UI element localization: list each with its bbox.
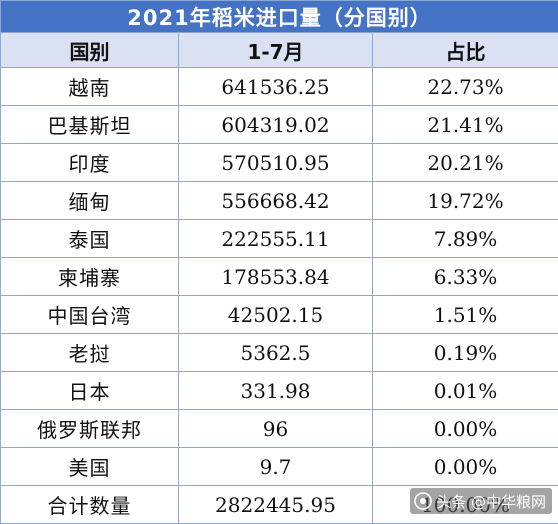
amount-cell: 96	[179, 410, 373, 448]
amount-cell: 42502.15	[179, 296, 373, 334]
share-cell: 20.21%	[373, 144, 558, 182]
share-cell: 21.41%	[373, 106, 558, 144]
table-row: 老挝 5362.5 0.19%	[1, 334, 558, 372]
header-country: 国别	[1, 33, 179, 68]
share-cell: 22.73%	[373, 68, 558, 106]
header-share: 占比	[373, 33, 558, 68]
table-title: 2021年稻米进口量（分国别）	[1, 1, 558, 33]
country-cell: 缅甸	[1, 182, 179, 220]
share-cell: 0.00%	[373, 448, 558, 486]
title-row: 2021年稻米进口量（分国别）	[1, 1, 558, 33]
country-cell: 巴基斯坦	[1, 106, 179, 144]
watermark: 头条 @中华粮网	[410, 488, 552, 514]
share-cell: 0.19%	[373, 334, 558, 372]
country-cell: 老挝	[1, 334, 179, 372]
camera-icon	[414, 492, 432, 510]
share-cell: 0.01%	[373, 372, 558, 410]
country-cell: 中国台湾	[1, 296, 179, 334]
table-row: 越南 641536.25 22.73%	[1, 68, 558, 106]
amount-cell: 604319.02	[179, 106, 373, 144]
table-row: 中国台湾 42502.15 1.51%	[1, 296, 558, 334]
share-cell: 6.33%	[373, 258, 558, 296]
amount-cell: 331.98	[179, 372, 373, 410]
country-cell: 柬埔寨	[1, 258, 179, 296]
table-row: 泰国 222555.11 7.89%	[1, 220, 558, 258]
table-row: 柬埔寨 178553.84 6.33%	[1, 258, 558, 296]
total-amount: 2822445.95	[179, 486, 373, 524]
watermark-text: 头条 @中华粮网	[436, 491, 546, 512]
table-row: 缅甸 556668.42 19.72%	[1, 182, 558, 220]
share-cell: 0.00%	[373, 410, 558, 448]
country-cell: 越南	[1, 68, 179, 106]
amount-cell: 222555.11	[179, 220, 373, 258]
table-row: 美国 9.7 0.00%	[1, 448, 558, 486]
share-cell: 1.51%	[373, 296, 558, 334]
amount-cell: 5362.5	[179, 334, 373, 372]
country-cell: 泰国	[1, 220, 179, 258]
table-row: 日本 331.98 0.01%	[1, 372, 558, 410]
header-period: 1-7月	[179, 33, 373, 68]
amount-cell: 9.7	[179, 448, 373, 486]
total-label: 合计数量	[1, 486, 179, 524]
table-row: 俄罗斯联邦 96 0.00%	[1, 410, 558, 448]
table-row: 印度 570510.95 20.21%	[1, 144, 558, 182]
share-cell: 7.89%	[373, 220, 558, 258]
share-cell: 19.72%	[373, 182, 558, 220]
country-cell: 俄罗斯联邦	[1, 410, 179, 448]
amount-cell: 641536.25	[179, 68, 373, 106]
amount-cell: 178553.84	[179, 258, 373, 296]
amount-cell: 556668.42	[179, 182, 373, 220]
table-row: 巴基斯坦 604319.02 21.41%	[1, 106, 558, 144]
country-cell: 美国	[1, 448, 179, 486]
country-cell: 日本	[1, 372, 179, 410]
amount-cell: 570510.95	[179, 144, 373, 182]
header-row: 国别 1-7月 占比	[1, 33, 558, 68]
country-cell: 印度	[1, 144, 179, 182]
